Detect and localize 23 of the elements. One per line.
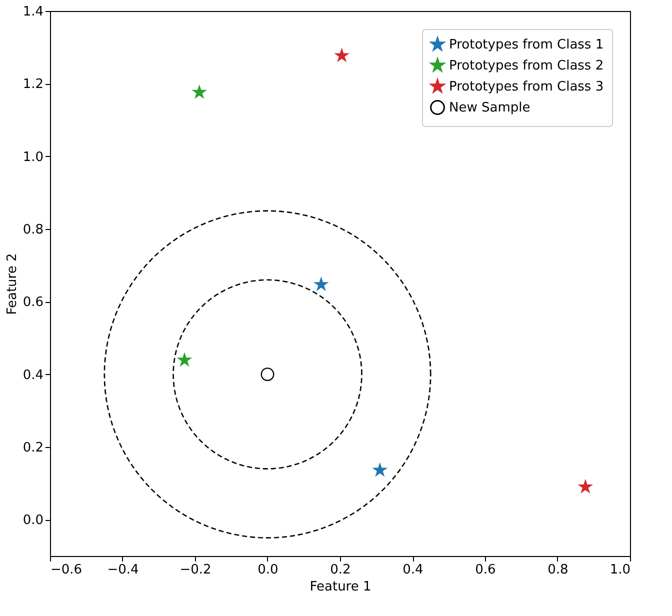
x-tick-label: −0.2 bbox=[180, 562, 212, 578]
legend-label: Prototypes from Class 3 bbox=[449, 80, 604, 94]
x-tick-label: 0.6 bbox=[475, 562, 496, 578]
x-tick-label: 0.2 bbox=[330, 562, 351, 578]
x-tick-label: 0.4 bbox=[402, 562, 424, 578]
legend-label: Prototypes from Class 1 bbox=[449, 38, 604, 52]
legend-label: Prototypes from Class 2 bbox=[449, 58, 604, 74]
y-tick-label: 0.4 bbox=[22, 368, 44, 383]
y-tick-label: 0.0 bbox=[22, 513, 44, 528]
x-tick-label: 0.8 bbox=[548, 562, 568, 578]
x-tick-label: −0.6 bbox=[50, 562, 82, 578]
y-tick-label: 0.2 bbox=[22, 440, 44, 456]
x-axis-title: Feature 1 bbox=[310, 580, 372, 594]
x-tick-label: 0.0 bbox=[258, 562, 278, 578]
y-axis-title: Feature 2 bbox=[4, 253, 20, 315]
y-tick-label: 1.0 bbox=[22, 150, 44, 165]
y-tick-label: 0.8 bbox=[22, 222, 44, 238]
y-tick-label: 1.2 bbox=[22, 77, 44, 92]
y-tick-label: 1.4 bbox=[22, 4, 44, 20]
y-tick-label: 0.6 bbox=[22, 295, 44, 310]
legend-label: New Sample bbox=[449, 100, 530, 116]
x-tick-label: 1.0 bbox=[610, 562, 630, 578]
x-tick-label: −0.4 bbox=[107, 562, 139, 578]
